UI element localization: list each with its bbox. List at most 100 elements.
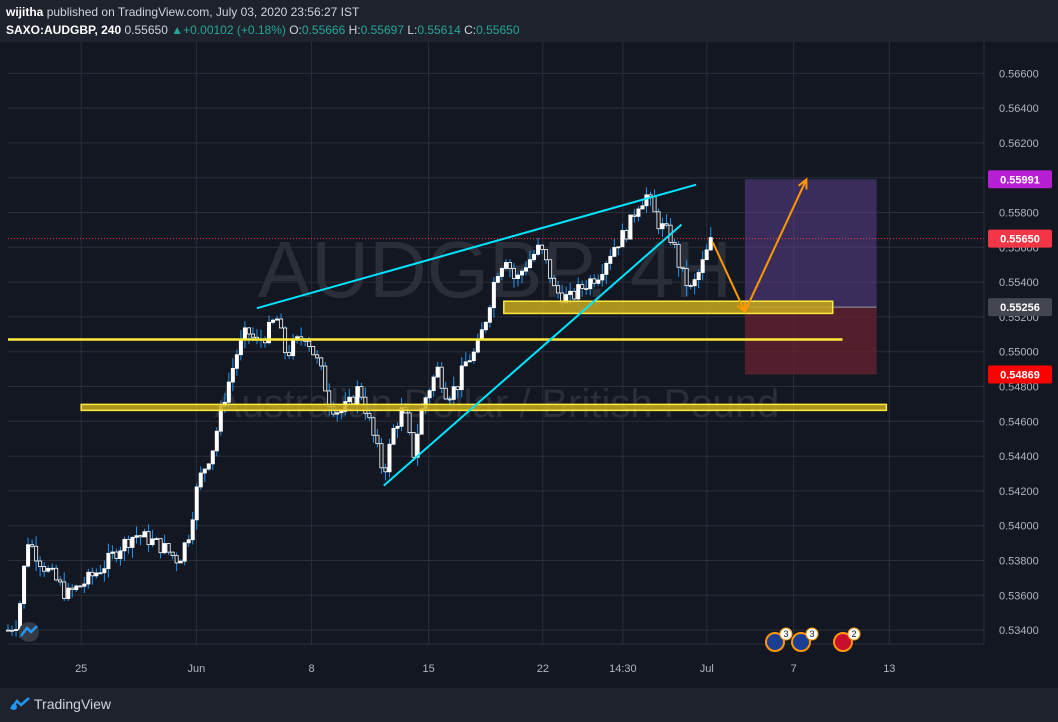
candle-body xyxy=(608,255,613,264)
x-tick-label: 14:30 xyxy=(609,663,637,675)
candle-body xyxy=(170,551,175,556)
y-tick-label: 0.54000 xyxy=(999,521,1039,533)
candle-body xyxy=(250,333,255,338)
x-tick-label: 15 xyxy=(423,663,435,675)
price-label-text: 0.55256 xyxy=(1000,302,1040,314)
y-tick-label: 0.55400 xyxy=(999,277,1039,289)
price-labels: 0.55991 0.55650 0.55256 0.54869 xyxy=(988,170,1052,384)
candle-body xyxy=(688,285,693,287)
candle-body xyxy=(267,321,272,344)
candle-body xyxy=(439,366,444,389)
event-count: 3 xyxy=(783,629,788,639)
candle-body xyxy=(246,327,251,335)
candle-body xyxy=(652,196,657,213)
candle-body xyxy=(154,538,159,541)
candle-body xyxy=(507,262,512,269)
candle-body xyxy=(628,214,633,240)
candle-body xyxy=(684,268,689,286)
tradingview-watermark-icon[interactable] xyxy=(19,622,39,642)
candle-body xyxy=(544,249,549,261)
gb-flag-icon-body xyxy=(833,632,853,652)
candle-body xyxy=(556,285,561,294)
au-flag-icon[interactable]: 3 xyxy=(765,627,793,652)
candle-body xyxy=(271,319,276,323)
candle-body xyxy=(26,544,31,567)
candle-body xyxy=(214,430,219,452)
time-axis[interactable]: 25 Jun 8 15 22 14:30 Jul 7 13 xyxy=(75,663,895,675)
candle-body xyxy=(162,543,167,554)
candle-body xyxy=(234,354,239,369)
event-count-badge xyxy=(779,627,793,641)
candle-body xyxy=(50,567,55,570)
candle-body xyxy=(540,244,545,250)
price-chart[interactable]: AUDGBP, 4H Australian Dollar / British P… xyxy=(0,42,1058,688)
candle-body xyxy=(194,486,199,521)
candle-body xyxy=(371,417,376,436)
candle-body xyxy=(10,629,15,632)
candle-body xyxy=(114,551,119,559)
candle-body xyxy=(620,230,625,248)
author-name[interactable]: wijitha xyxy=(6,5,44,19)
candle-body xyxy=(572,290,577,300)
high-label: H: xyxy=(348,23,361,37)
trendline xyxy=(383,223,683,487)
event-count: 2 xyxy=(851,629,856,639)
candle-body xyxy=(700,259,705,273)
candle-body xyxy=(680,266,685,269)
candle-body xyxy=(158,538,163,554)
candle-body xyxy=(335,412,340,415)
candle-body xyxy=(511,268,516,279)
au-flag-icon-body xyxy=(765,632,785,652)
candle-body xyxy=(307,340,312,347)
au-flag-icon-body xyxy=(791,632,811,652)
candle-body xyxy=(138,535,143,538)
candle-body xyxy=(6,629,11,632)
gb-flag-icon[interactable]: 2 xyxy=(833,627,861,652)
tradingview-logo-icon[interactable] xyxy=(10,697,30,711)
candle-body xyxy=(395,425,400,429)
au-flag-icon[interactable]: 3 xyxy=(791,627,819,652)
candle-body xyxy=(34,545,39,562)
candle-body xyxy=(580,284,585,289)
resistance-zone xyxy=(503,300,834,315)
candle-body xyxy=(644,194,649,207)
candle-body xyxy=(467,360,472,363)
candle-body xyxy=(126,538,131,548)
candle-body xyxy=(475,339,480,353)
candle-body xyxy=(311,346,316,356)
candle-body xyxy=(82,583,87,587)
y-tick-label: 0.56600 xyxy=(999,68,1039,80)
price-axis[interactable]: 0.566000.564000.562000.560000.558000.556… xyxy=(999,68,1039,637)
projection-zones xyxy=(8,179,984,375)
candle-body xyxy=(130,536,135,548)
candle-body xyxy=(656,211,661,230)
candle-body xyxy=(22,565,27,605)
candle-body xyxy=(58,579,63,583)
stop-zone xyxy=(744,307,877,375)
candle-body xyxy=(524,267,529,272)
candle-body xyxy=(142,531,147,538)
economic-events[interactable]: 3 3 2 xyxy=(765,627,861,652)
candle-body xyxy=(315,354,320,359)
candle-body xyxy=(568,290,573,295)
symbol-line: SAXO:AUDGBP, 240 0.55650 ▲+0.00102 (+0.1… xyxy=(6,23,520,37)
candle-body xyxy=(90,571,95,577)
symbol-name[interactable]: SAXO:AUDGBP, 240 xyxy=(6,23,122,37)
candle-body xyxy=(528,259,533,269)
candle-body xyxy=(383,467,388,473)
footer-bar: TradingView xyxy=(0,688,1058,722)
y-tick-label: 0.56200 xyxy=(999,138,1039,150)
candle-body xyxy=(443,387,448,400)
x-tick-label: 8 xyxy=(308,663,314,675)
candle-body xyxy=(30,544,35,547)
publish-text: published on TradingView.com, July 03, 2… xyxy=(46,5,360,19)
candle-body xyxy=(676,243,681,268)
low-value: 0.55614 xyxy=(417,23,461,37)
price-label-text: 0.54869 xyxy=(1000,369,1040,381)
candle-body xyxy=(636,208,641,217)
tradingview-brand[interactable]: TradingView xyxy=(34,696,112,712)
candle-body xyxy=(242,327,247,341)
candle-body xyxy=(708,237,713,251)
candle-body xyxy=(351,396,356,405)
candle-body xyxy=(576,284,581,300)
